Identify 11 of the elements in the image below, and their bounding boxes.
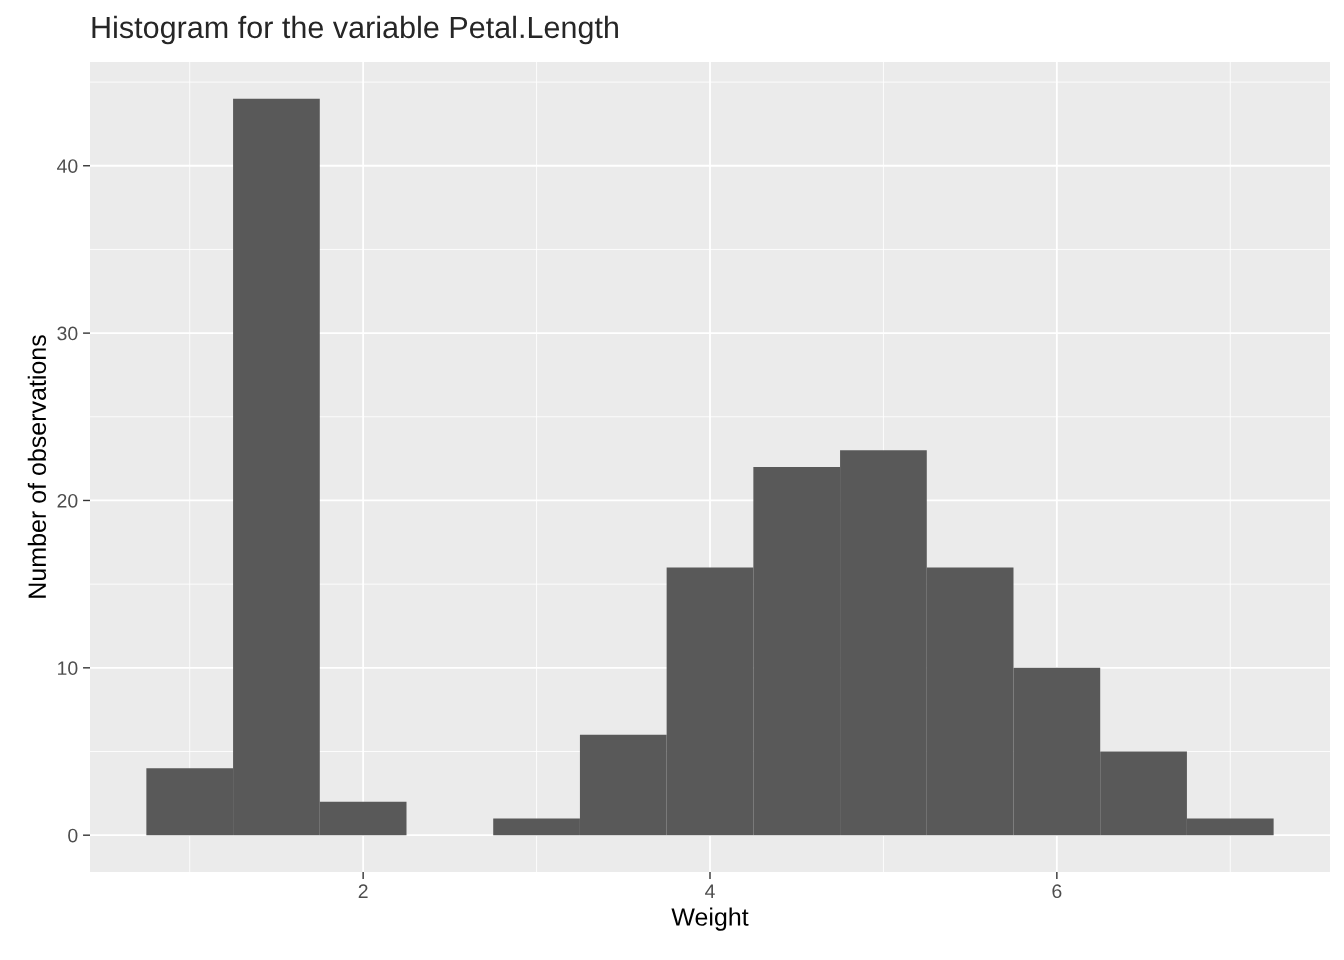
y-tick-label: 30 bbox=[57, 326, 78, 341]
y-axis-title: Number of observations bbox=[27, 335, 47, 598]
y-tick-label: 0 bbox=[68, 828, 78, 843]
y-tick-label: 10 bbox=[58, 661, 78, 676]
x-tick-label: 4 bbox=[705, 884, 715, 898]
x-tick-label: 2 bbox=[358, 884, 368, 898]
y-tick-label: 40 bbox=[57, 159, 78, 173]
x-tick-label: 6 bbox=[1052, 884, 1062, 899]
y-tick-label: 20 bbox=[57, 493, 78, 508]
x-axis-title: Weight bbox=[671, 907, 749, 931]
chart-title: Histogram for the variable Petal.Length bbox=[92, 15, 618, 45]
